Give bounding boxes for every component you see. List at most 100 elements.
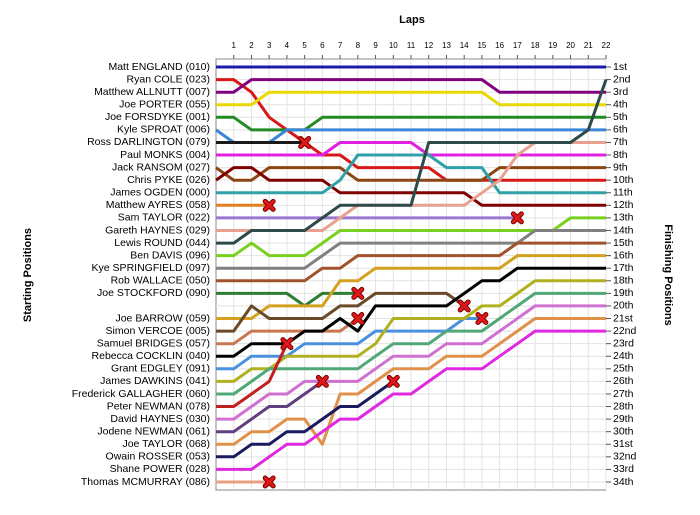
y2-tick-label: 23rd (613, 337, 634, 349)
y2-tick-label: 32nd (613, 451, 637, 463)
retirement-marker (315, 374, 329, 388)
driver-line (216, 329, 606, 471)
y2-tick-label: 1st (613, 61, 627, 73)
y2-tick-label: 29th (613, 413, 634, 425)
x-tick-label: 1 (232, 41, 237, 50)
y-axis-label: Starting Positions (22, 228, 34, 322)
driver-line (216, 78, 606, 94)
driver-line (216, 317, 482, 371)
retirement-cross (458, 300, 470, 312)
driver-name: Ben DAVIS (096) (130, 249, 210, 261)
y2-tick-label: 22nd (613, 325, 637, 337)
driver-line (216, 343, 289, 408)
driver-line (215, 166, 606, 182)
driver-name: Joe BARROW (059) (115, 312, 210, 324)
driver-line (216, 141, 606, 157)
x-tick-label: 21 (584, 41, 593, 50)
driver-line (216, 241, 606, 283)
driver-name: Samuel BRIDGES (057) (97, 337, 210, 349)
x-tick-label: 4 (285, 41, 290, 50)
driver-name: Sam TAYLOR (022) (118, 212, 210, 224)
driver-name: Matt ENGLAND (010) (108, 61, 210, 73)
y2-tick-label: 16th (613, 249, 634, 261)
retirement-marker (351, 312, 365, 326)
retirement-marker (351, 286, 365, 300)
x-tick-label: 20 (566, 41, 575, 50)
driver-line (216, 78, 606, 182)
driver-name: Rob WALLACE (050) (111, 275, 210, 287)
driver-name: Kye SPRINGFIELD (097) (92, 262, 210, 274)
driver-name: Owain ROSSER (053) (106, 451, 210, 463)
driver-name: Jodene NEWMAN (061) (97, 425, 210, 437)
retirement-cross (476, 313, 488, 325)
y2-tick-label: 17th (613, 262, 634, 274)
x-tick-label: 5 (302, 41, 307, 50)
y2-tick-label: 28th (613, 400, 634, 412)
retirement-marker (475, 312, 489, 326)
driver-name: Jack RANSOM (027) (112, 161, 210, 173)
y2-axis-label: Finishing Positions (662, 224, 674, 325)
driver-name: Chris PYKE (026) (127, 174, 210, 186)
y2-tick-label: 25th (613, 363, 634, 375)
y2-tick-label: 24th (613, 350, 634, 362)
y2-tick-label: 6th (613, 124, 628, 136)
y2-tick-label: 20th (613, 300, 634, 312)
y2-tick-label: 10th (613, 174, 634, 186)
x-axis-label: Laps (399, 14, 425, 26)
driver-line (216, 115, 606, 132)
driver-name: Ryan COLE (023) (127, 73, 210, 85)
retirement-cross (316, 375, 328, 387)
y2-tick-label: 5th (613, 111, 628, 123)
x-tick-label: 3 (267, 41, 272, 50)
retirement-marker (298, 135, 312, 149)
driver-name: Rebecca COCKLIN (040) (92, 350, 210, 362)
driver-line (216, 266, 606, 358)
x-tick-label: 13 (442, 41, 451, 50)
y2-tick-label: 21st (613, 312, 633, 324)
y2-tick-label: 8th (613, 149, 628, 161)
retirement-marker (262, 198, 276, 212)
retirement-cross (299, 136, 311, 148)
driver-name: Grant EDGLEY (091) (111, 363, 210, 375)
retirement-cross (263, 476, 275, 488)
driver-name: Joe FORSDYKE (001) (105, 111, 210, 123)
retirement-cross (263, 199, 275, 211)
driver-line (216, 291, 358, 308)
x-tick-label: 11 (407, 41, 416, 50)
y2-tick-label: 3rd (613, 86, 628, 98)
y2-tick-label: 31st (613, 438, 633, 450)
driver-name: Paul MONKS (004) (120, 149, 210, 161)
x-tick-label: 7 (338, 41, 343, 50)
driver-line (216, 90, 606, 107)
y2-tick-label: 19th (613, 287, 634, 299)
y2-tick-label: 34th (613, 476, 634, 488)
driver-name: James OGDEN (000) (110, 187, 210, 199)
driver-name: Matthew ALLNUTT (007) (94, 86, 210, 98)
x-tick-label: 6 (320, 41, 325, 50)
driver-name: Joe STOCKFORD (090) (97, 287, 210, 299)
retirement-marker (262, 475, 276, 489)
driver-name: David HAYNES (030) (110, 413, 210, 425)
y2-tick-label: 7th (613, 136, 628, 148)
retirement-cross (387, 375, 399, 387)
driver-line (216, 79, 608, 245)
y2-tick-label: 13th (613, 212, 634, 224)
driver-line (216, 229, 606, 270)
x-tick-label: 2 (249, 41, 254, 50)
x-tick-label: 19 (548, 41, 557, 50)
x-tick-label: 22 (602, 41, 611, 50)
x-tick-label: 10 (389, 41, 398, 50)
x-tick-label: 15 (477, 41, 486, 50)
driver-name: Lewis ROUND (044) (114, 237, 210, 249)
retirement-marker (386, 374, 400, 388)
driver-name: James DAWKINS (041) (100, 375, 210, 387)
x-tick-label: 14 (460, 41, 469, 50)
y2-tick-label: 30th (613, 425, 634, 437)
y2-tick-label: 33rd (613, 463, 634, 475)
driver-line (216, 153, 606, 195)
driver-name: Frederick GALLAGHER (060) (72, 388, 210, 400)
driver-line (216, 279, 606, 383)
driver-name: Kyle SPROAT (006) (117, 124, 210, 136)
driver-line (216, 304, 606, 421)
driver-line (216, 291, 606, 396)
